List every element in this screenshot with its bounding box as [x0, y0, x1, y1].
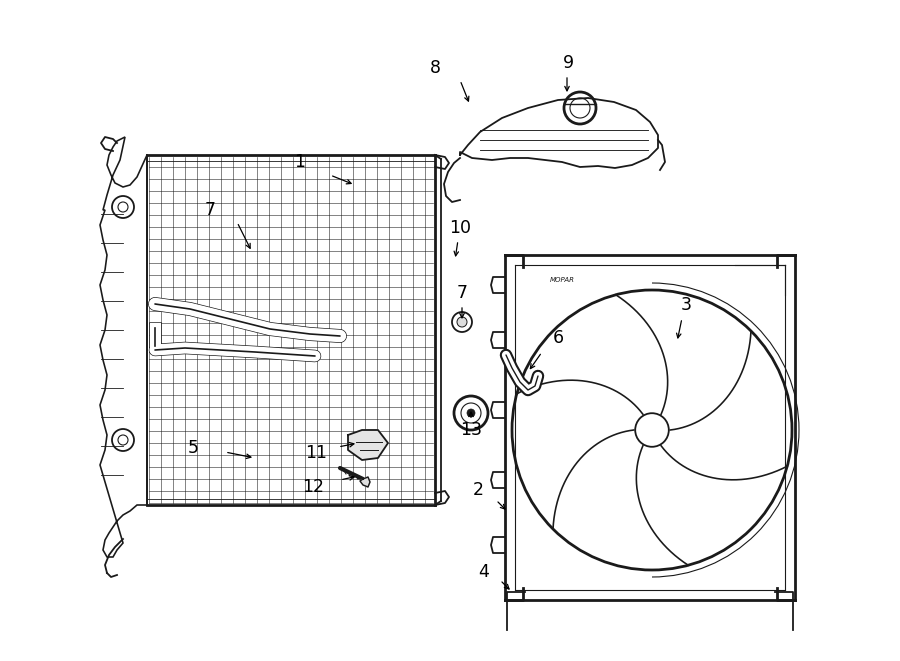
- Text: MOPAR: MOPAR: [550, 277, 575, 283]
- Text: 13: 13: [460, 421, 482, 439]
- Text: 7: 7: [456, 284, 467, 302]
- Text: 4: 4: [479, 563, 490, 581]
- Text: 9: 9: [562, 54, 573, 72]
- Polygon shape: [348, 430, 388, 460]
- Polygon shape: [360, 477, 370, 487]
- Text: 3: 3: [680, 296, 691, 314]
- Circle shape: [457, 317, 467, 327]
- Text: 12: 12: [302, 478, 324, 496]
- Text: 6: 6: [553, 329, 563, 347]
- Text: 8: 8: [429, 59, 440, 77]
- Text: 2: 2: [472, 481, 483, 499]
- Text: 11: 11: [305, 444, 327, 462]
- Text: 10: 10: [449, 219, 471, 237]
- Text: 5: 5: [187, 439, 199, 457]
- Text: 7: 7: [204, 201, 215, 219]
- Circle shape: [467, 409, 475, 417]
- Text: 1: 1: [294, 153, 305, 171]
